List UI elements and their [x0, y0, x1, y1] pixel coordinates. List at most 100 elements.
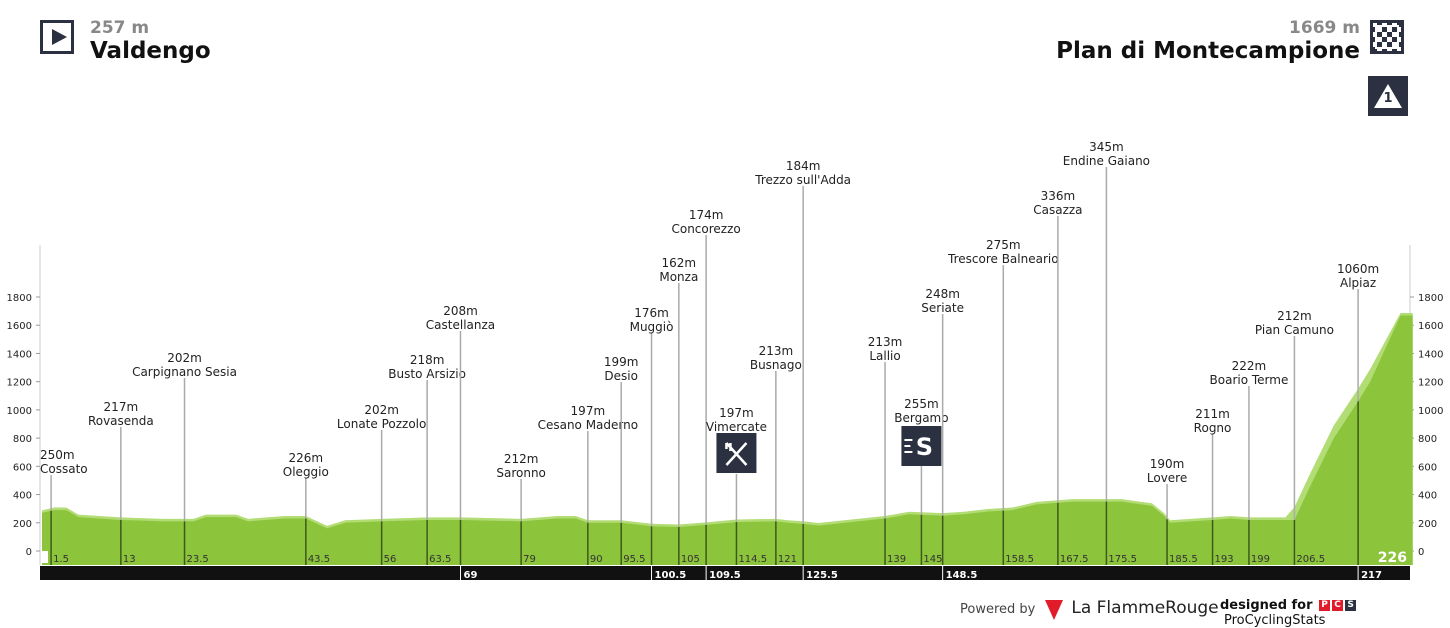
waypoint-name: Endine Gaiano [1063, 154, 1150, 168]
km-label: 79 [523, 554, 536, 565]
flamme-rouge-logo-icon [1045, 599, 1064, 620]
waypoint-elevation: 212m [504, 452, 539, 466]
km-label: 167.5 [1060, 554, 1089, 565]
km-bar-label: 69 [463, 570, 477, 581]
start-header: 257 m Valdengo [90, 18, 211, 64]
waypoint-name: Saronno [496, 466, 546, 480]
km-label: 185.5 [1169, 554, 1198, 565]
finish-header: 1669 m Plan di Montecampione [1056, 18, 1360, 64]
y-tick-label-left: 1000 [7, 406, 32, 417]
waypoint-elevation: 202m [167, 351, 202, 365]
waypoint-elevation: 162m [662, 256, 697, 270]
waypoint-name: Lallio [869, 349, 900, 363]
waypoint-name: Castellanza [426, 318, 495, 332]
y-tick-label-right: 0 [1418, 547, 1424, 558]
climb-category-icon: 1 [1368, 76, 1408, 116]
waypoint-elevation: 176m [634, 306, 669, 320]
y-tick-label-left: 600 [13, 462, 32, 473]
km-bar-label: 109.5 [709, 570, 741, 581]
km-label: 23.5 [187, 554, 209, 565]
y-tick-label-left: 1600 [7, 321, 32, 332]
y-tick-label-left: 200 [13, 519, 32, 530]
waypoint-elevation: 213m [759, 344, 794, 358]
y-tick-label-right: 1800 [1418, 293, 1443, 304]
waypoint-elevation: 217m [104, 400, 139, 414]
start-city: Valdengo [90, 38, 211, 64]
waypoint-name: Seriate [921, 301, 964, 315]
waypoint-name: Carpignano Sesia [132, 365, 237, 379]
y-tick-label-right: 1400 [1418, 349, 1443, 360]
y-tick-label-right: 1200 [1418, 378, 1443, 389]
km-bar [40, 566, 1410, 580]
waypoint-elevation: 211m [1195, 407, 1230, 421]
y-tick-label-right: 600 [1418, 462, 1437, 473]
waypoint-elevation: 213m [868, 335, 903, 349]
km-label: 1.5 [53, 554, 69, 565]
finish-city: Plan di Montecampione [1056, 38, 1360, 64]
start-elevation: 257 m [90, 18, 150, 38]
km-bar-label: 100.5 [655, 570, 687, 581]
km-label: 158.5 [1005, 554, 1034, 565]
y-tick-label-right: 800 [1418, 434, 1437, 445]
waypoint-elevation: 197m [571, 404, 606, 418]
y-tick-label-left: 400 [13, 491, 32, 502]
waypoint-elevation: 250m [40, 448, 75, 462]
waypoint-name: Concorezzo [671, 222, 740, 236]
y-tick-label-left: 1800 [7, 293, 32, 304]
waypoint-name: Rogno [1194, 421, 1232, 435]
y-tick-label-right: 1600 [1418, 321, 1443, 332]
waypoint-name: Desio [604, 369, 638, 383]
waypoint-name: Pian Camuno [1255, 323, 1334, 337]
waypoint-name: Oleggio [283, 465, 329, 479]
lfr-brand[interactable]: La FlammeRouge [1071, 598, 1219, 618]
km-bar-label: 217 [1361, 570, 1382, 581]
km-label: 114.5 [738, 554, 767, 565]
waypoint-elevation: 218m [410, 353, 445, 367]
waypoint-name: Busnago [750, 358, 802, 372]
km-label: 193 [1215, 554, 1234, 565]
waypoint-elevation: 184m [786, 159, 821, 173]
y-tick-label-left: 1400 [7, 349, 32, 360]
y-tick-label-left: 800 [13, 434, 32, 445]
waypoint-name: Casazza [1033, 203, 1082, 217]
waypoint-name: Rovasenda [88, 414, 154, 428]
waypoint-elevation: 255m [904, 397, 939, 411]
play-icon [40, 20, 74, 54]
designed-for-label: designed for [1220, 598, 1313, 613]
powered-by: Powered by La FlammeRouge [960, 598, 1219, 620]
y-tick-label-left: 0 [26, 547, 32, 558]
km-label: 121 [778, 554, 797, 565]
km-label: 90 [590, 554, 603, 565]
waypoint-name: Cossato [40, 462, 88, 476]
waypoint-elevation: 197m [719, 406, 754, 420]
waypoint-elevation: 199m [604, 355, 639, 369]
waypoint-elevation: 345m [1089, 140, 1124, 154]
checkered-flag-icon [1370, 20, 1404, 54]
waypoint-name: Lovere [1147, 471, 1187, 485]
km-label: 199 [1251, 554, 1270, 565]
waypoint-name: Alpiaz [1340, 276, 1376, 290]
waypoint-name: Busto Arsizio [388, 367, 466, 381]
waypoint-elevation: 202m [364, 403, 399, 417]
speed-lines-icon [904, 439, 913, 453]
waypoint-name: Vimercate [706, 420, 767, 434]
sprint-letter: S [916, 433, 933, 461]
y-tick-label-right: 200 [1418, 519, 1437, 530]
pcs-logo-c: C [1332, 600, 1344, 611]
powered-by-label: Powered by [960, 602, 1036, 617]
km-label: 175.5 [1108, 554, 1137, 565]
waypoint-name: Monza [659, 270, 698, 284]
km-label: 63.5 [429, 554, 451, 565]
waypoint-name: Trescore Balneario [947, 252, 1059, 266]
waypoint-elevation: 208m [443, 304, 478, 318]
pcs-name[interactable]: ProCyclingStats [1224, 613, 1326, 628]
y-tick-label-right: 1000 [1418, 406, 1443, 417]
finish-elevation: 1669 m [1289, 18, 1360, 38]
y-tick-label-left: 1200 [7, 378, 32, 389]
climb-category: 1 [1383, 91, 1393, 106]
waypoint-name: Bergamo [894, 411, 948, 425]
km-label: 13 [123, 554, 136, 565]
km-bar-label: 148.5 [946, 570, 978, 581]
